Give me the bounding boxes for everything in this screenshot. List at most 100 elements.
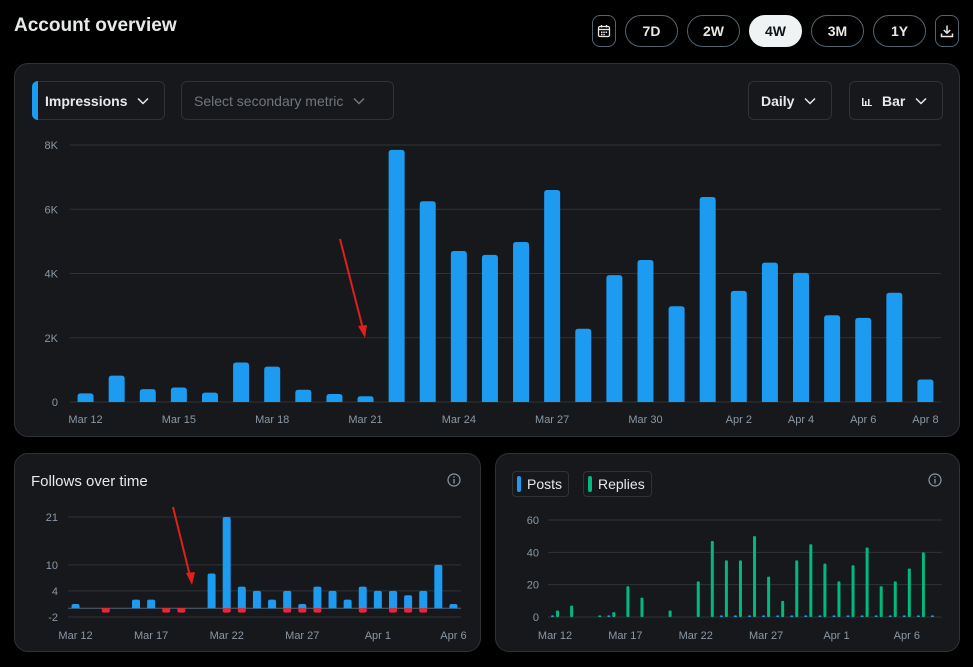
follows-bar: [222, 517, 231, 609]
replies-bar: [851, 565, 855, 617]
x-tick-label: Apr 6: [850, 414, 876, 426]
legend-posts[interactable]: Posts: [512, 471, 570, 497]
x-tick-label: Mar 17: [608, 630, 642, 642]
posts-bar: [804, 615, 808, 617]
replies-bar: [556, 610, 560, 617]
unfollows-bar: [177, 608, 186, 613]
posts-bar: [762, 615, 766, 617]
chevron-down-icon: [137, 97, 150, 105]
follows-bar: [252, 590, 261, 609]
replies-bar: [837, 581, 841, 617]
x-tick-label: Apr 1: [823, 630, 849, 642]
posts-bar: [930, 615, 934, 617]
impressions-bar: [77, 393, 94, 402]
replies-bar: [781, 600, 785, 617]
range-1y-button[interactable]: 1Y: [873, 15, 926, 47]
primary-metric-label: Impressions: [45, 92, 128, 109]
follows-bar: [147, 599, 156, 609]
impressions-bar: [668, 306, 685, 402]
range-7d-button[interactable]: 7D: [625, 15, 678, 47]
replies-bar: [921, 552, 925, 617]
follows-card: Follows over time -2 4 10 21 Mar 12 Mar 17 Mar…: [14, 453, 481, 652]
range-4w-button[interactable]: 4W: [749, 15, 802, 47]
impressions-bar: [295, 389, 312, 402]
follows-bar: [71, 603, 80, 609]
x-tick-label: Apr 4: [788, 414, 814, 426]
download-button[interactable]: [935, 15, 959, 47]
impressions-bar: [481, 254, 498, 402]
impressions-bar: [357, 396, 374, 402]
x-tick-label: Mar 27: [285, 630, 319, 642]
posts-bar: [846, 615, 850, 617]
replies-bar: [668, 610, 672, 617]
impressions-bar: [108, 375, 125, 402]
range-3m-button[interactable]: 3M: [811, 15, 864, 47]
impressions-bar: [513, 242, 530, 402]
replies-bar: [696, 581, 700, 617]
replies-bar: [612, 612, 616, 617]
posts-bar: [860, 615, 864, 617]
annotation-arrow: [339, 238, 364, 330]
chevron-down-icon: [915, 97, 927, 105]
impressions-bar: [170, 387, 187, 402]
chevron-down-icon: [804, 97, 816, 105]
replies-swatch: [588, 476, 592, 492]
posts-replies-chart: 0 20 40 60 Mar 12 Mar 17 Mar 22 Mar 27 Apr 1 Apr …: [527, 515, 942, 642]
impressions-bar: [419, 201, 436, 402]
impressions-bar: [575, 328, 592, 402]
legend-replies-label: Replies: [598, 476, 645, 492]
legend-replies[interactable]: Replies: [583, 471, 652, 497]
follows-bar: [358, 586, 367, 609]
impressions-bar: [233, 362, 250, 402]
replies-bar: [626, 586, 630, 617]
y-tick-label: 4: [52, 586, 58, 598]
unfollows-bar: [388, 608, 397, 613]
impressions-bar: [326, 393, 343, 402]
x-tick-label: Mar 12: [538, 630, 572, 642]
impressions-bar: [761, 262, 778, 402]
y-tick-label: 0: [533, 612, 539, 624]
replies-bar: [640, 597, 644, 617]
y-tick-label: 40: [527, 547, 539, 559]
impressions-bar: [917, 379, 934, 402]
follows-title: Follows over time: [31, 473, 148, 490]
download-icon: [940, 25, 954, 38]
calendar-icon: [597, 25, 611, 38]
secondary-metric-placeholder: Select secondary metric: [194, 92, 344, 109]
follows-bar: [434, 564, 443, 609]
impressions-card: Impressions Select secondary metric Dail…: [14, 63, 960, 437]
impressions-bar: [388, 149, 405, 402]
calendar-button[interactable]: [592, 15, 616, 47]
replies-bar: [710, 541, 714, 617]
range-2w-button[interactable]: 2W: [687, 15, 740, 47]
y-tick-label: 0: [52, 397, 58, 409]
impressions-bar: [544, 189, 561, 402]
follows-bar: [268, 599, 277, 609]
granularity-dropdown[interactable]: Daily: [748, 81, 832, 120]
info-icon[interactable]: [447, 473, 461, 487]
date-range-bar: 7D 2W 4W 3M 1Y: [592, 15, 959, 47]
primary-metric-dropdown[interactable]: Impressions: [32, 81, 165, 120]
x-tick-label: Mar 17: [134, 630, 168, 642]
x-tick-label: Mar 12: [68, 414, 102, 426]
follows-bar: [343, 599, 352, 609]
unfollows-bar: [101, 608, 110, 613]
secondary-metric-dropdown[interactable]: Select secondary metric: [181, 81, 394, 120]
replies-bar: [767, 576, 771, 617]
x-tick-label: Apr 6: [440, 630, 466, 642]
y-tick-label: 10: [46, 560, 58, 572]
page-title: Account overview: [14, 15, 177, 36]
x-tick-label: Apr 1: [365, 630, 391, 642]
x-tick-label: Mar 22: [210, 630, 244, 642]
info-icon[interactable]: [928, 473, 942, 487]
posts-bar: [776, 615, 780, 617]
chart-type-dropdown[interactable]: Bar: [849, 81, 943, 120]
follows-bar: [237, 586, 246, 609]
x-tick-label: Mar 30: [628, 414, 662, 426]
follows-bar: [328, 590, 337, 609]
follows-bar: [404, 595, 413, 609]
posts-bar: [790, 615, 794, 617]
x-tick-label: Mar 27: [749, 630, 783, 642]
impressions-bar: [139, 389, 156, 402]
annotation-arrowhead: [358, 325, 367, 338]
